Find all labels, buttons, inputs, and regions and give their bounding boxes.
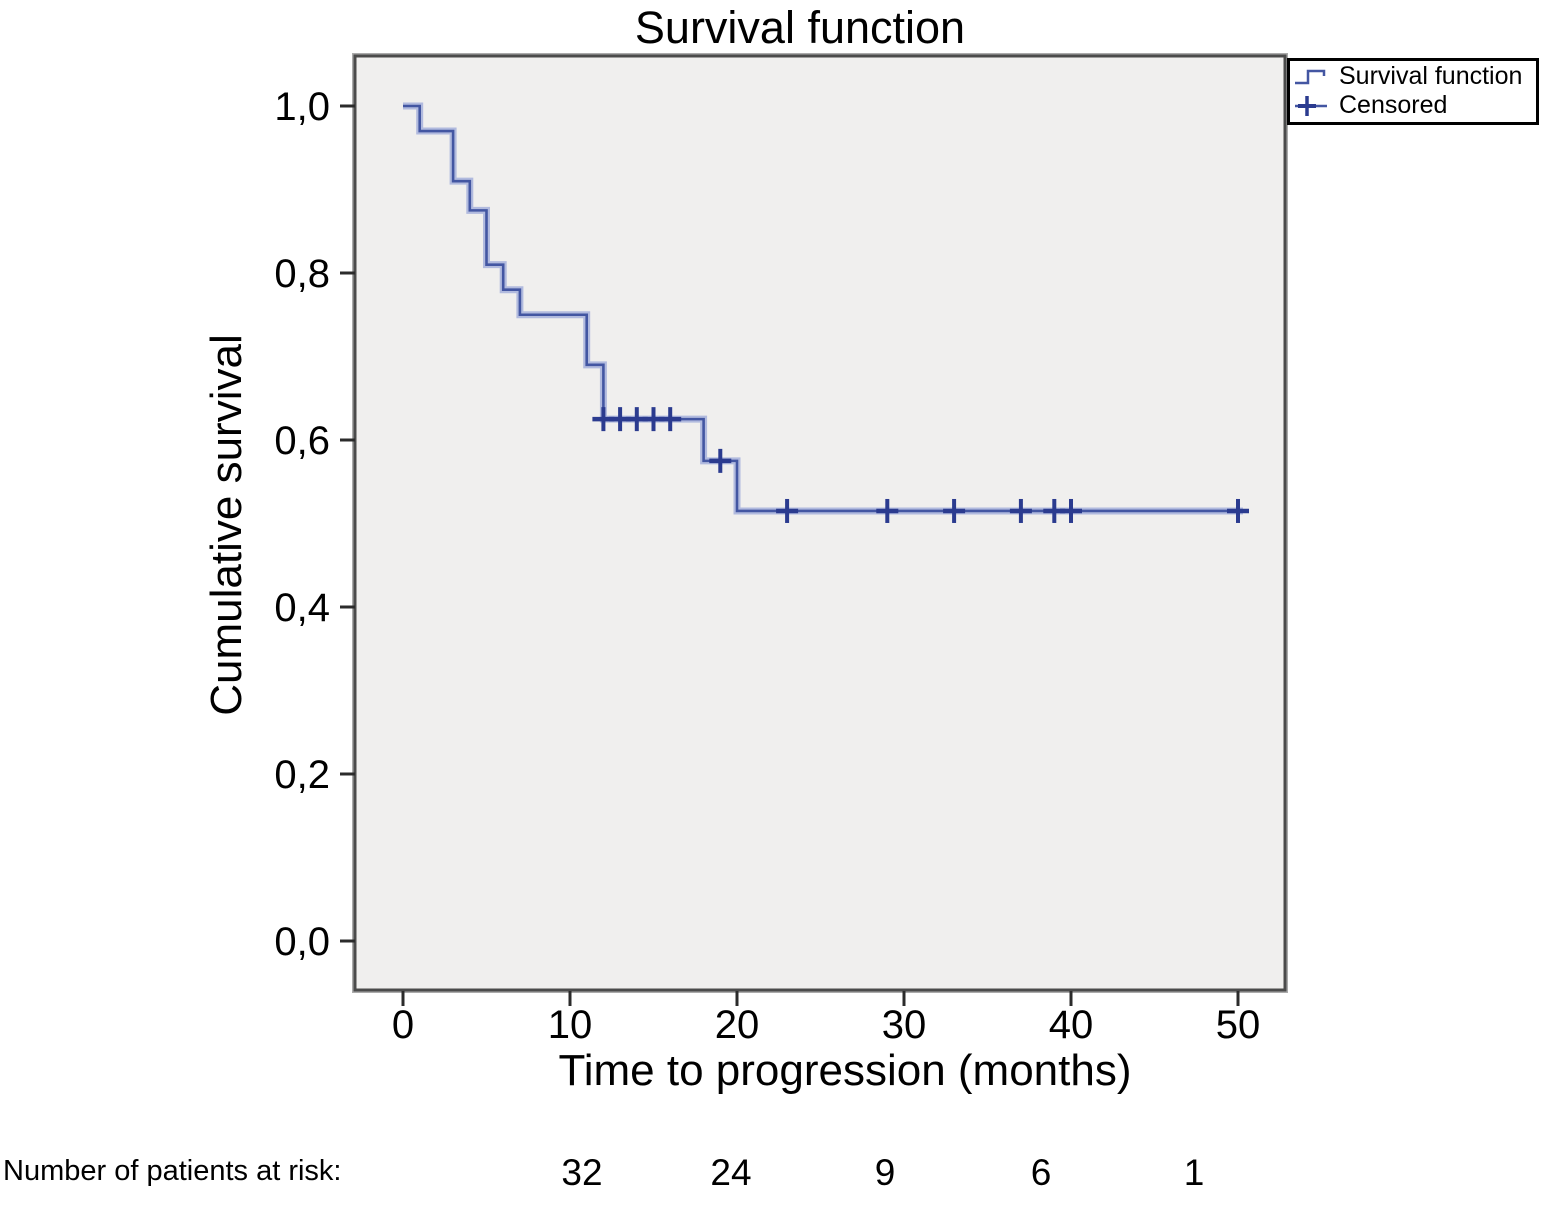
x-axis-title: Time to progression (months)	[558, 1046, 1132, 1095]
at-risk-count: 9	[875, 1152, 896, 1193]
plot-frame-outer	[352, 53, 1288, 993]
at-risk-count: 6	[1031, 1152, 1052, 1193]
y-tick-label: 0,4	[274, 586, 330, 630]
y-tick-label: 0,6	[274, 419, 330, 463]
legend-item-label: Survival function	[1339, 62, 1523, 90]
y-tick-label: 1,0	[274, 85, 330, 129]
x-tick-label: 0	[392, 1003, 414, 1047]
plot-frame	[353, 54, 1287, 992]
y-axis-title: Cumulative survival	[202, 334, 251, 716]
legend-item-censored: Censored	[1293, 91, 1533, 120]
y-tick-label: 0,8	[274, 252, 330, 296]
at-risk-count: 1	[1184, 1152, 1205, 1193]
at-risk-count: 24	[710, 1152, 751, 1193]
plot-area	[355, 56, 1285, 990]
censored-plus-icon	[1295, 95, 1327, 116]
legend: Survival function Censored	[1287, 58, 1539, 125]
legend-item-survival: Survival function	[1293, 62, 1533, 91]
y-tick-label: 0,0	[274, 920, 330, 964]
at-risk-count: 32	[561, 1152, 602, 1193]
x-tick-label: 10	[548, 1003, 593, 1047]
at-risk-label: Number of patients at risk:	[3, 1155, 342, 1187]
x-tick-label: 50	[1216, 1003, 1261, 1047]
legend-item-label: Censored	[1339, 91, 1448, 119]
x-tick-label: 20	[715, 1003, 760, 1047]
survival-curve	[403, 104, 1244, 513]
y-tick-label: 0,2	[274, 753, 330, 797]
x-tick-label: 40	[1049, 1003, 1094, 1047]
step-line-icon	[1295, 69, 1326, 84]
x-tick-label: 30	[882, 1003, 927, 1047]
chart-title: Survival function	[634, 2, 966, 53]
